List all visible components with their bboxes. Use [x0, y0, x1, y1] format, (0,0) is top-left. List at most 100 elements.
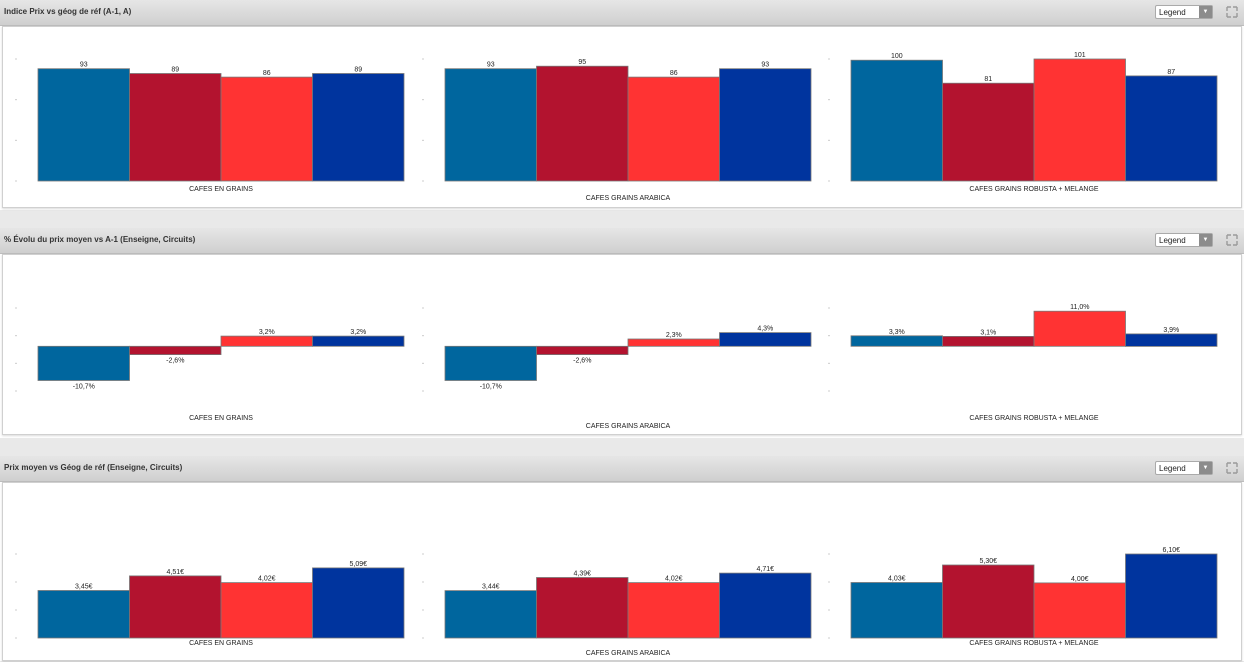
chevron-down-icon[interactable]: ▼ — [1199, 6, 1212, 18]
bar[interactable] — [129, 575, 222, 639]
data-label: 4,71€ — [757, 566, 775, 573]
category-label: CAFES EN GRAINS — [189, 640, 253, 647]
data-label: -10,7% — [480, 384, 502, 391]
data-label: 93 — [761, 62, 769, 69]
category-label: CAFES GRAINS ROBUSTA + MELANGE — [969, 186, 1099, 193]
bar[interactable] — [129, 345, 222, 356]
panel-price-evolution: % Évolu du prix moyen vs A-1 (Enseigne, … — [0, 228, 1244, 438]
data-label: 93 — [80, 62, 88, 69]
data-label: 93 — [487, 62, 495, 69]
bar[interactable] — [220, 582, 313, 639]
bar[interactable] — [627, 338, 720, 347]
bar[interactable] — [1125, 333, 1218, 347]
bar[interactable] — [312, 335, 405, 347]
panel-average-price: Prix moyen vs Géog de réf (Enseigne, Cir… — [0, 456, 1244, 661]
bar[interactable] — [1033, 58, 1126, 182]
legend-dropdown[interactable]: Legend ▼ — [1155, 461, 1213, 475]
data-label: 86 — [263, 70, 271, 77]
chart-area: 93 89 86 89 CAFES EN GRAINS 93 95 86 93 CAFES GRA… — [2, 26, 1242, 208]
category-label: CAFES GRAINS ARABICA — [586, 650, 671, 657]
bar[interactable] — [37, 68, 130, 182]
bar[interactable] — [850, 59, 943, 182]
category-label: CAFES GRAINS ROBUSTA + MELANGE — [969, 640, 1099, 647]
expand-icon[interactable] — [1226, 462, 1238, 474]
bar[interactable] — [220, 335, 313, 347]
panel-title: Indice Prix vs géog de réf (A-1, A) — [4, 7, 132, 16]
data-label: 4,39€ — [574, 571, 592, 578]
data-label: 6,10€ — [1163, 547, 1181, 554]
data-label: 4,02€ — [665, 576, 683, 583]
data-label: 4,02€ — [258, 576, 276, 583]
bar[interactable] — [850, 582, 943, 639]
category-label: CAFES GRAINS ARABICA — [586, 195, 671, 202]
bar[interactable] — [1125, 553, 1218, 639]
data-label: 89 — [354, 67, 362, 74]
chart-area: -10,7% -2,6% 3,2% 3,2% CAFES EN GRAINS -10,7%… — [2, 254, 1242, 435]
data-label: 3,9% — [1163, 327, 1179, 334]
bar[interactable] — [719, 332, 812, 347]
expand-icon[interactable] — [1226, 234, 1238, 246]
bar[interactable] — [627, 76, 720, 182]
data-label: 86 — [670, 70, 678, 77]
legend-dropdown[interactable]: Legend ▼ — [1155, 233, 1213, 247]
bar[interactable] — [1125, 75, 1218, 182]
legend-dropdown[interactable]: Legend ▼ — [1155, 5, 1213, 19]
panel-price-index: Indice Prix vs géog de réf (A-1, A) Lege… — [0, 0, 1244, 210]
panel-header: Prix moyen vs Géog de réf (Enseigne, Cir… — [0, 456, 1244, 482]
bar[interactable] — [1033, 310, 1126, 347]
bar[interactable] — [312, 73, 405, 182]
data-label: 4,03€ — [888, 576, 906, 583]
data-label: 3,2% — [350, 329, 366, 336]
bar[interactable] — [719, 68, 812, 182]
category-label: CAFES GRAINS ARABICA — [586, 423, 671, 430]
panel-header: Indice Prix vs géog de réf (A-1, A) Lege… — [0, 0, 1244, 26]
data-label: 81 — [984, 76, 992, 83]
bar[interactable] — [536, 577, 629, 639]
panel-header: % Évolu du prix moyen vs A-1 (Enseigne, … — [0, 228, 1244, 254]
data-label: 4,51€ — [167, 569, 185, 576]
bar[interactable] — [942, 82, 1035, 182]
data-label: -2,6% — [166, 358, 184, 365]
data-label: 3,2% — [259, 329, 275, 336]
chevron-down-icon[interactable]: ▼ — [1199, 234, 1212, 246]
bar[interactable] — [942, 336, 1035, 347]
panel-title: % Évolu du prix moyen vs A-1 (Enseigne, … — [4, 235, 196, 244]
data-label: -10,7% — [73, 384, 95, 391]
bar[interactable] — [719, 572, 812, 639]
data-label: 5,30€ — [980, 558, 998, 565]
bar[interactable] — [37, 345, 130, 381]
category-label: CAFES EN GRAINS — [189, 186, 253, 193]
legend-dropdown-label: Legend — [1159, 464, 1186, 473]
data-label: 11,0% — [1070, 304, 1089, 311]
data-label: 87 — [1167, 69, 1175, 76]
chevron-down-icon[interactable]: ▼ — [1199, 462, 1212, 474]
data-label: 4,3% — [757, 326, 773, 333]
bar[interactable] — [536, 345, 629, 356]
bar-chart-price-index: 93 89 86 89 CAFES EN GRAINS 93 95 86 93 CAFES GRA… — [15, 52, 1218, 202]
bar[interactable] — [220, 76, 313, 182]
bar[interactable] — [312, 567, 405, 639]
data-label: 89 — [171, 67, 179, 74]
bar-chart-average-price: 3,45€ 4,51€ 4,02€ 5,09€ CAFES EN GRAINS 3,44€… — [15, 547, 1218, 657]
data-label: 3,45€ — [75, 584, 93, 591]
bar[interactable] — [850, 335, 943, 347]
bar[interactable] — [536, 65, 629, 182]
bar-chart-price-evolution: -10,7% -2,6% 3,2% 3,2% CAFES EN GRAINS -10,7%… — [15, 304, 1218, 430]
bar[interactable] — [444, 590, 537, 639]
data-label: 4,00€ — [1071, 576, 1089, 583]
expand-icon[interactable] — [1226, 6, 1238, 18]
bar[interactable] — [1033, 582, 1126, 639]
bar[interactable] — [444, 345, 537, 381]
data-label: 101 — [1074, 52, 1086, 59]
panel-title: Prix moyen vs Géog de réf (Enseigne, Cir… — [4, 463, 183, 472]
legend-dropdown-label: Legend — [1159, 8, 1186, 17]
bar[interactable] — [37, 590, 130, 639]
bar[interactable] — [129, 73, 222, 182]
category-label: CAFES GRAINS ROBUSTA + MELANGE — [969, 415, 1099, 422]
bar[interactable] — [444, 68, 537, 182]
data-label: 95 — [578, 59, 586, 66]
bar[interactable] — [627, 582, 720, 639]
bar[interactable] — [942, 564, 1035, 639]
legend-dropdown-label: Legend — [1159, 236, 1186, 245]
data-label: 3,1% — [980, 329, 996, 336]
